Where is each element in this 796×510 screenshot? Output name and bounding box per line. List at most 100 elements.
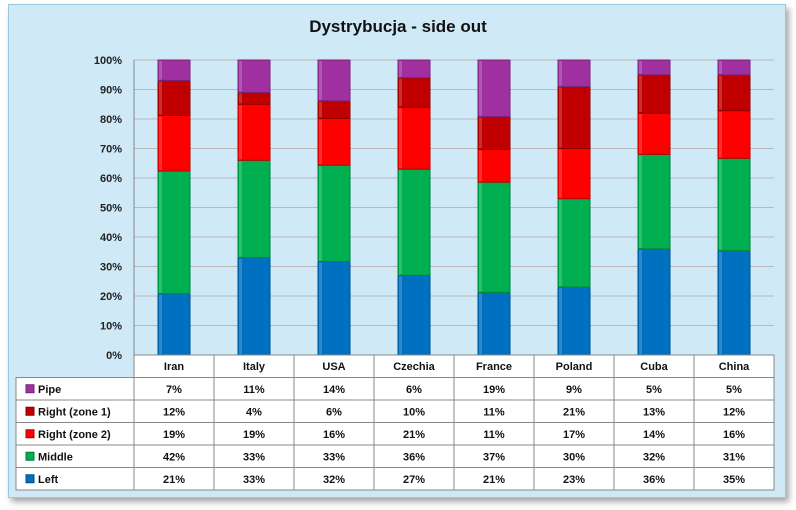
bar-segment-right-zone-2- [637,112,671,155]
bar-segment-right-zone-2- [317,117,351,166]
bar-segment-right-zone-1- [557,86,591,150]
bar-highlight [159,116,162,170]
bar-highlight [559,61,562,86]
bar-segment-pipe [157,59,191,81]
legend-label: Left [38,474,59,486]
y-tick-label: 30% [100,262,122,274]
bar-segment-right-zone-2- [557,148,591,200]
bar-highlight [319,61,322,100]
bar-segment-right-zone-2- [717,110,751,159]
data-label: 21% [483,474,505,486]
data-label: 5% [646,384,662,396]
bar-segment-middle [717,157,751,252]
x-tick-label: France [476,361,512,373]
data-label: 11% [483,406,505,418]
data-label: 35% [723,474,745,486]
bar-highlight [639,249,642,354]
bar-segment-left [317,261,351,356]
data-label: 27% [403,474,425,486]
bar-highlight [159,81,162,115]
x-tick-label: Czechia [393,361,435,373]
data-label: 21% [563,406,585,418]
bar-segment-right-zone-1- [317,100,351,119]
bar-segment-right-zone-1- [397,77,431,108]
data-label: 31% [723,451,745,463]
bar-highlight [239,93,242,104]
data-label: 33% [323,451,345,463]
bar-highlight [559,288,562,354]
bar-highlight [479,150,482,182]
data-label: 13% [643,406,665,418]
bar-segment-middle [477,181,511,293]
data-label: 6% [406,384,422,396]
data-label: 21% [163,474,185,486]
bar-highlight [159,171,162,293]
x-tick-label: Cuba [640,361,668,373]
bar-segment-right-zone-1- [157,79,191,116]
y-tick-label: 20% [100,291,122,303]
bar-segment-left [237,257,271,356]
data-label: 11% [483,429,505,441]
bar-highlight [639,114,642,154]
bar-segment-pipe [477,59,511,118]
legend-swatch [25,406,35,416]
bar-highlight [239,161,242,257]
x-tick-label: USA [322,361,345,373]
data-label: 23% [563,474,585,486]
bar-highlight [319,119,322,165]
bar-highlight [639,61,642,74]
data-label: 32% [643,451,665,463]
data-label: 14% [643,429,665,441]
bar-highlight [719,111,722,158]
legend-swatch [25,451,35,461]
bar-highlight [559,199,562,287]
bar-highlight [479,293,482,354]
data-label: 19% [163,429,185,441]
bar-highlight [639,155,642,248]
data-label: 17% [563,429,585,441]
bar-segment-left [557,286,591,356]
x-tick-label: China [719,361,750,373]
data-label: 6% [326,406,342,418]
bar-highlight [159,61,162,80]
bar-segment-middle [157,170,191,295]
data-label: 36% [643,474,665,486]
y-tick-label: 0% [106,350,122,362]
data-label: 16% [323,429,345,441]
data-label: 4% [246,406,262,418]
data-label: 16% [723,429,745,441]
bar-segment-left [637,248,671,356]
x-tick-label: Poland [556,361,593,373]
y-tick-label: 60% [100,173,122,185]
bar-highlight [239,105,242,160]
bar-highlight [319,101,322,118]
bar-highlight [479,117,482,149]
data-label: 30% [563,451,585,463]
data-label: 9% [566,384,582,396]
data-label: 36% [403,451,425,463]
bar-highlight [559,149,562,198]
bar-highlight [399,276,402,354]
legend-swatch [25,474,35,484]
bar-highlight [239,61,242,92]
y-tick-label: 10% [100,321,122,333]
bar-segment-right-zone-1- [477,116,511,150]
data-label: 42% [163,451,185,463]
bar-highlight [399,108,402,169]
bar-segment-pipe [637,59,671,76]
bar-segment-middle [397,168,431,276]
data-label: 14% [323,384,345,396]
data-label: 11% [243,384,265,396]
y-tick-label: 50% [100,203,122,215]
bar-segment-middle [637,153,671,250]
x-tick-label: Iran [164,361,184,373]
bar-highlight [719,61,722,74]
bar-segment-left [477,291,511,356]
bar-highlight [719,75,722,110]
bar-highlight [239,258,242,354]
data-label: 33% [243,474,265,486]
x-tick-label: Italy [243,361,266,373]
legend-swatch [25,384,35,394]
legend-label: Middle [38,451,73,463]
